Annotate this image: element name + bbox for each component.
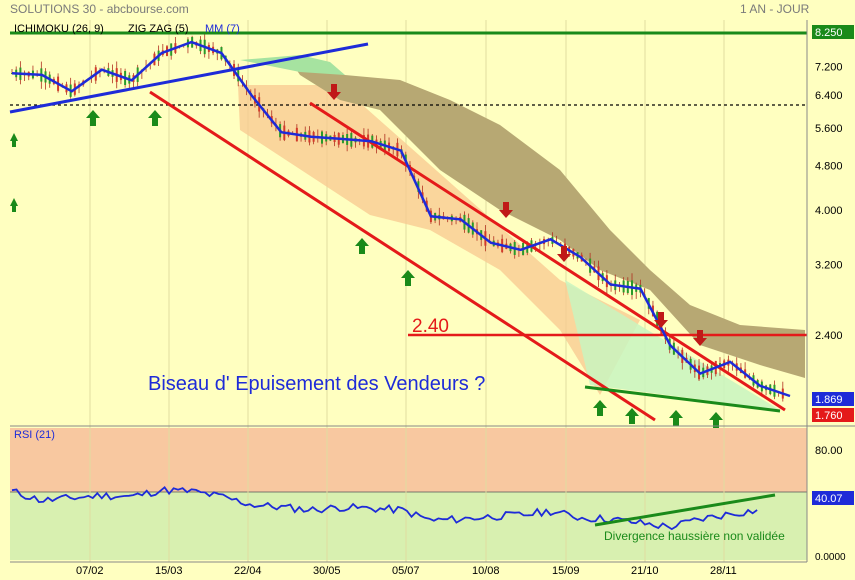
support-price-value: 1.760 — [815, 410, 843, 422]
x-tick-labels: 07/02 15/03 22/04 30/05 05/07 10/08 15/09 21/10… — [76, 565, 737, 577]
up-arrow-icon — [401, 270, 415, 286]
y-tick-7.200: 7.200 — [815, 61, 843, 73]
rsi-value-badge — [812, 491, 854, 505]
up-arrow-icon — [709, 412, 723, 428]
rsi-tick-80: 80.00 — [815, 445, 843, 457]
last-price-value: 1.869 — [815, 394, 843, 406]
y-tick-4.800: 4.800 — [815, 160, 843, 172]
top-level-badge — [812, 25, 854, 39]
y-tick-5.600: 5.600 — [815, 123, 843, 135]
period-label: 1 AN - JOUR — [740, 2, 810, 16]
edge-up-arrow-icon — [10, 198, 18, 212]
wedge-fill — [565, 280, 780, 410]
down-arrow-icon — [499, 202, 513, 218]
up-arrow-icon — [593, 400, 607, 416]
source-title: SOLUTIONS 30 - abcbourse.com — [10, 2, 189, 16]
ichimoku-cloud — [290, 60, 805, 378]
rsi-value: 40.07 — [815, 493, 843, 505]
up-arrow-icon — [669, 410, 683, 426]
up-arrow-icon — [625, 408, 639, 424]
wedge-support-line — [584, 385, 781, 413]
up-arrow-icon — [148, 110, 162, 126]
y-tick-4.000: 4.000 — [815, 205, 843, 217]
y-tick-3.200: 3.200 — [815, 260, 843, 272]
channel-upper-line — [309, 101, 786, 412]
legend-mm: MM (7) — [205, 23, 240, 35]
legend-ichimoku: ICHIMOKU (26, 9) — [14, 23, 104, 35]
rsi-overbought-zone — [10, 428, 807, 492]
ichimoku-cloud-green — [240, 55, 345, 75]
x-tick-28-11: 28/11 — [710, 565, 737, 577]
x-tick-15-03: 15/03 — [155, 565, 183, 577]
wedge-label: Biseau d' Epuisement des Vendeurs ? — [148, 373, 485, 395]
divergence-label: Divergence haussière non validée — [604, 529, 785, 543]
x-tick-15-09: 15/09 — [552, 565, 580, 577]
rsi-line — [11, 485, 758, 531]
x-tick-07-02: 07/02 — [76, 565, 104, 577]
edge-up-arrow-icon — [10, 133, 18, 147]
x-tick-10-08: 10/08 — [472, 565, 500, 577]
channel-fill — [238, 85, 640, 395]
rsi-lower-zone — [10, 492, 807, 560]
x-tick-30-05: 30/05 — [313, 565, 341, 577]
x-tick-05-07: 05/07 — [392, 565, 420, 577]
x-tick-22-04: 22/04 — [234, 565, 262, 577]
down-arrow-icon — [327, 84, 341, 100]
channel-lower-line — [149, 90, 656, 422]
last-price-badge — [812, 392, 854, 406]
y-tick-6.400: 6.400 — [815, 90, 843, 102]
down-arrow-icon — [654, 312, 668, 328]
resistance-label: 2.40 — [412, 316, 449, 337]
legend-zigzag: ZIG ZAG (5) — [128, 23, 189, 35]
support-price-badge — [812, 408, 854, 422]
vertical-grid — [89, 20, 725, 562]
down-arrow-icon — [557, 246, 571, 262]
blue-trend-line — [9, 42, 369, 114]
up-arrow-icon — [355, 238, 369, 254]
rsi-title: RSI (21) — [14, 429, 55, 441]
rsi-tick-0: 0.0000 — [815, 552, 846, 563]
rsi-divergence-line — [594, 493, 776, 527]
signal-arrows — [10, 84, 723, 428]
y-tick-2.400: 2.400 — [815, 330, 843, 342]
x-tick-21-10: 21/10 — [631, 565, 659, 577]
y-tick-labels: 7.200 6.400 5.600 4.800 4.000 3.200 2.400 — [815, 61, 843, 342]
down-arrow-icon — [693, 330, 707, 346]
top-level-value: 8.250 — [815, 27, 843, 39]
up-arrow-icon — [86, 110, 100, 126]
